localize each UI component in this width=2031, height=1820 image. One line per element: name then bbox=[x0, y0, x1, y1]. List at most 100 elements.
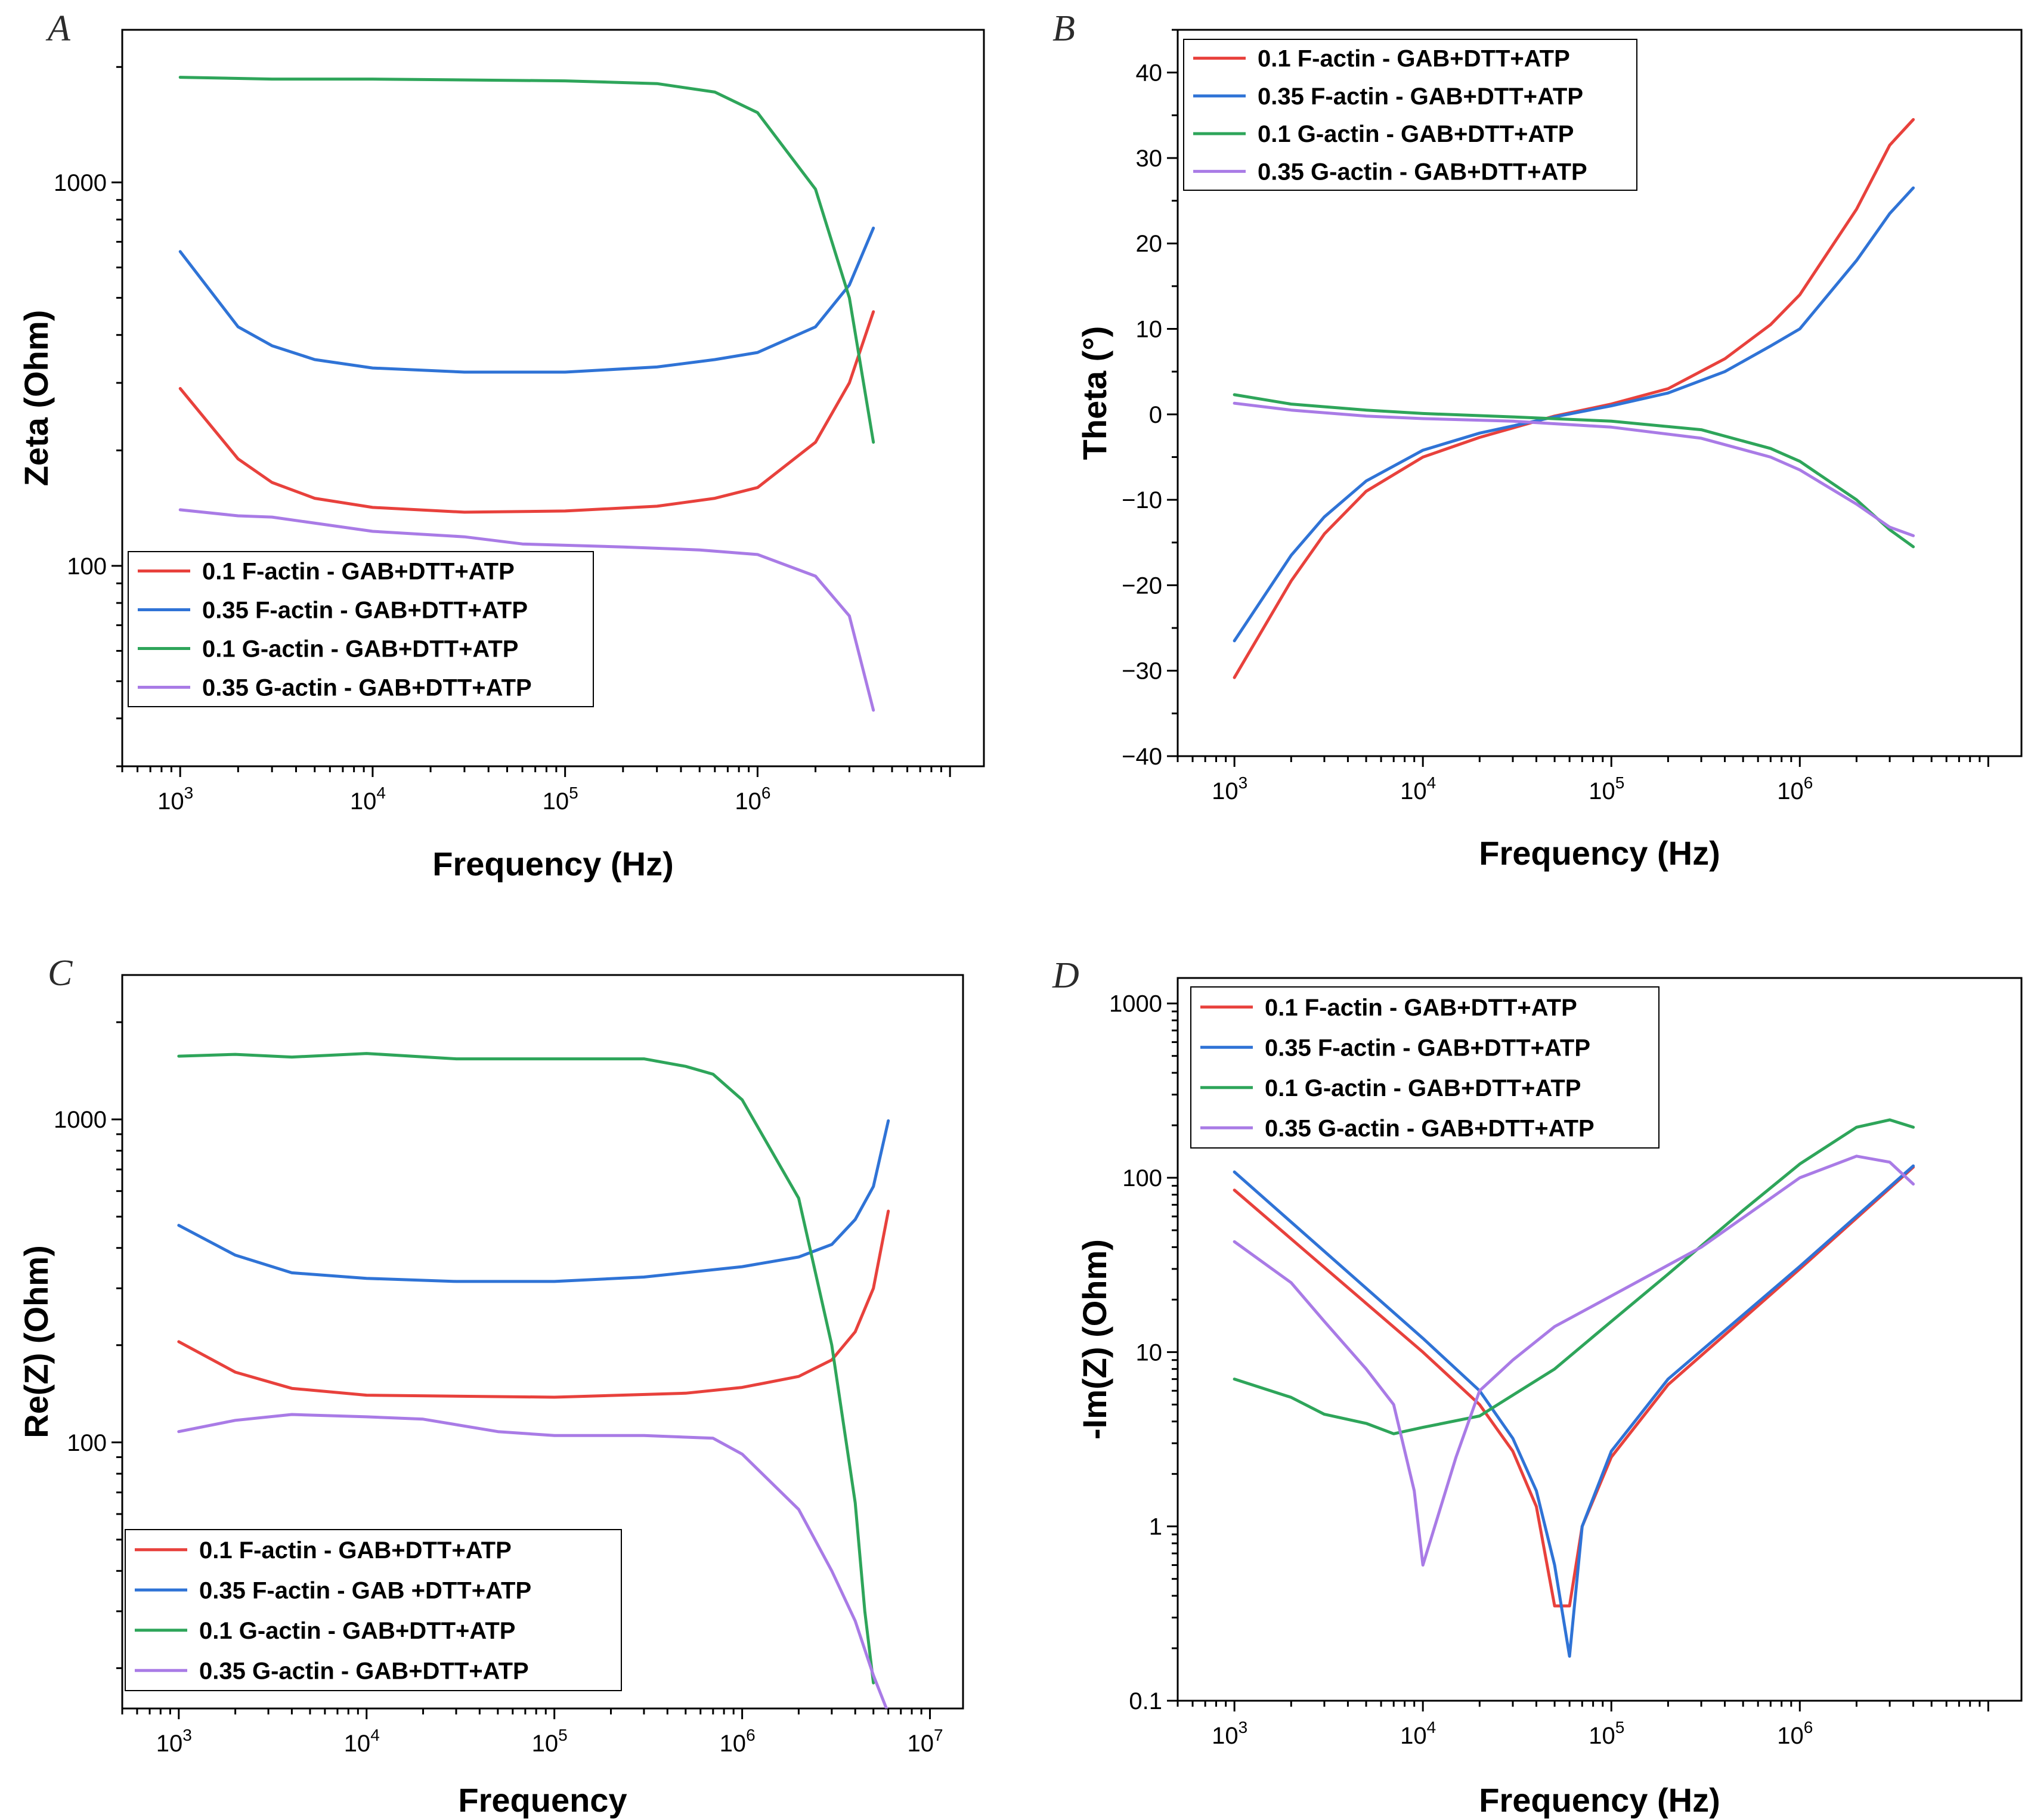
legend-label-2: 0.35 F-actin - GAB +DTT+ATP bbox=[199, 1577, 531, 1604]
x-axis-title: Frequency (Hz) bbox=[432, 845, 674, 883]
y-axis-title: Re(Z) (Ohm) bbox=[17, 1245, 55, 1438]
series-group bbox=[178, 76, 875, 712]
x-tick-label: 104 bbox=[350, 784, 386, 815]
x-tick-label: 106 bbox=[720, 1726, 756, 1757]
series-group bbox=[1233, 118, 1915, 679]
x-tick-label: 103 bbox=[1212, 1718, 1247, 1749]
plot-frame bbox=[121, 29, 985, 767]
legend-box bbox=[125, 1529, 622, 1691]
series-line-2 bbox=[177, 1119, 890, 1283]
panel-letter: D bbox=[1052, 955, 1079, 996]
legend-label-2: 0.35 F-actin - GAB+DTT+ATP bbox=[1258, 83, 1583, 110]
panel-letter: C bbox=[48, 953, 73, 993]
series-line-2 bbox=[1233, 186, 1915, 643]
x-tick-label: 103 bbox=[156, 1726, 192, 1757]
x-tick-label: 104 bbox=[1400, 773, 1436, 804]
panel-letter: A bbox=[45, 8, 71, 49]
series-line-3 bbox=[178, 76, 875, 444]
legend-label-4: 0.35 G-actin - GAB+DTT+ATP bbox=[1258, 159, 1587, 185]
x-tick-label: 104 bbox=[1400, 1718, 1436, 1749]
y-tick-label: 0.1 bbox=[1129, 1688, 1162, 1714]
legend-label-1: 0.1 F-actin - GAB+DTT+ATP bbox=[202, 559, 515, 585]
chart-panel-c: C 103 104 105 106 107 100 1000 Frequency Re(Z) (O… bbox=[17, 953, 964, 1819]
y-tick-label: 20 bbox=[1136, 231, 1163, 257]
x-axis-title: Frequency bbox=[458, 1781, 627, 1819]
legend: 0.1 F-actin - GAB+DTT+ATP 0.35 F-actin - … bbox=[125, 1529, 622, 1691]
y-tick-label: 1000 bbox=[54, 1107, 107, 1133]
y-axis-title: Theta (°) bbox=[1076, 326, 1113, 460]
legend: 0.1 F-actin - GAB+DTT+ATP 0.35 F-actin - … bbox=[128, 551, 594, 707]
legend-box bbox=[1183, 39, 1637, 191]
y-tick-label: −40 bbox=[1122, 744, 1162, 770]
y-tick-label: 1 bbox=[1149, 1514, 1162, 1540]
legend-label-2: 0.35 F-actin - GAB+DTT+ATP bbox=[1265, 1035, 1590, 1061]
series-line-3 bbox=[1233, 1118, 1915, 1435]
chart-panel-a: A 103 104 105 106 100 1000 Frequency (Hz) Zeta (… bbox=[17, 8, 985, 883]
chart-panel-b: B 103 104 105 106 −40 −30 −20 −10 0 10 20 30 40 Freque… bbox=[1052, 8, 2023, 872]
legend-box bbox=[128, 551, 594, 707]
x-tick-label: 107 bbox=[908, 1726, 943, 1757]
y-tick-label: −30 bbox=[1122, 658, 1162, 685]
series-line-4 bbox=[178, 508, 875, 712]
y-axis: −40 −30 −20 −10 0 10 20 30 40 bbox=[1122, 29, 1178, 770]
chart-panel-d: D 103 104 105 106 0.1 1 10 100 1000 Frequency (Hz)… bbox=[1052, 955, 2023, 1819]
y-tick-label: 100 bbox=[1122, 1165, 1162, 1191]
series-group bbox=[177, 1052, 890, 1708]
y-axis: 100 1000 bbox=[54, 1021, 122, 1669]
y-tick-label: 100 bbox=[67, 1430, 107, 1456]
y-tick-label: 10 bbox=[1136, 317, 1163, 343]
plot-frame bbox=[1177, 977, 2023, 1702]
legend-label-3: 0.1 G-actin - GAB+DTT+ATP bbox=[1258, 121, 1574, 147]
x-tick-label: 105 bbox=[1589, 773, 1624, 804]
series-line-4 bbox=[177, 1413, 888, 1708]
series-line-2 bbox=[1233, 1164, 1915, 1658]
series-line-2 bbox=[178, 227, 875, 374]
legend-label-4: 0.35 G-actin - GAB+DTT+ATP bbox=[202, 675, 532, 701]
x-tick-label: 106 bbox=[1777, 773, 1813, 804]
series-line-1 bbox=[1233, 1165, 1915, 1608]
legend: 0.1 F-actin - GAB+DTT+ATP 0.35 F-actin - … bbox=[1190, 986, 1660, 1149]
x-tick-label: 103 bbox=[157, 784, 193, 815]
x-axis-title: Frequency (Hz) bbox=[1479, 1781, 1720, 1819]
legend-label-1: 0.1 F-actin - GAB+DTT+ATP bbox=[199, 1537, 512, 1564]
panel-letter: B bbox=[1052, 8, 1075, 49]
y-tick-label: −10 bbox=[1122, 487, 1162, 513]
series-line-3 bbox=[1233, 393, 1915, 549]
series-line-1 bbox=[177, 1209, 890, 1399]
legend-label-4: 0.35 G-actin - GAB+DTT+ATP bbox=[1265, 1115, 1595, 1141]
legend-label-4: 0.35 G-actin - GAB+DTT+ATP bbox=[199, 1658, 529, 1684]
x-tick-label: 104 bbox=[344, 1726, 380, 1757]
series-line-3 bbox=[177, 1052, 875, 1685]
y-tick-label: 100 bbox=[67, 553, 107, 580]
legend-label-2: 0.35 F-actin - GAB+DTT+ATP bbox=[202, 598, 528, 624]
series-line-1 bbox=[1233, 118, 1915, 679]
plot-frame bbox=[1177, 29, 2023, 757]
y-axis-title: -Im(Z) (Ohm) bbox=[1076, 1239, 1113, 1440]
series-group bbox=[1233, 1118, 1915, 1658]
y-tick-label: −20 bbox=[1122, 572, 1162, 599]
series-line-1 bbox=[178, 310, 875, 514]
x-tick-label: 106 bbox=[1777, 1718, 1813, 1749]
x-tick-label: 103 bbox=[1212, 773, 1247, 804]
plot-frame bbox=[121, 974, 964, 1710]
y-tick-label: 30 bbox=[1136, 146, 1163, 172]
y-axis-title: Zeta (Ohm) bbox=[17, 310, 55, 487]
y-axis: 100 1000 bbox=[54, 66, 122, 767]
legend-box bbox=[1190, 986, 1660, 1149]
y-tick-label: 1000 bbox=[54, 170, 107, 196]
x-axis: 103 104 105 106 bbox=[1177, 756, 1989, 804]
series-line-4 bbox=[1233, 401, 1915, 537]
series-line-4 bbox=[1233, 1154, 1915, 1567]
legend-label-3: 0.1 G-actin - GAB+DTT+ATP bbox=[199, 1618, 515, 1644]
legend-label-3: 0.1 G-actin - GAB+DTT+ATP bbox=[1265, 1075, 1581, 1101]
y-tick-label: 0 bbox=[1149, 402, 1162, 428]
y-axis: 0.1 1 10 100 1000 bbox=[1109, 991, 1178, 1714]
x-tick-label: 105 bbox=[543, 784, 578, 815]
legend-label-1: 0.1 F-actin - GAB+DTT+ATP bbox=[1258, 46, 1570, 72]
x-tick-label: 105 bbox=[1589, 1718, 1624, 1749]
x-axis: 103 104 105 106 bbox=[1177, 1701, 1989, 1749]
y-tick-label: 40 bbox=[1136, 60, 1163, 86]
legend: 0.1 F-actin - GAB+DTT+ATP 0.35 F-actin - … bbox=[1183, 39, 1637, 191]
y-tick-label: 10 bbox=[1136, 1339, 1163, 1366]
